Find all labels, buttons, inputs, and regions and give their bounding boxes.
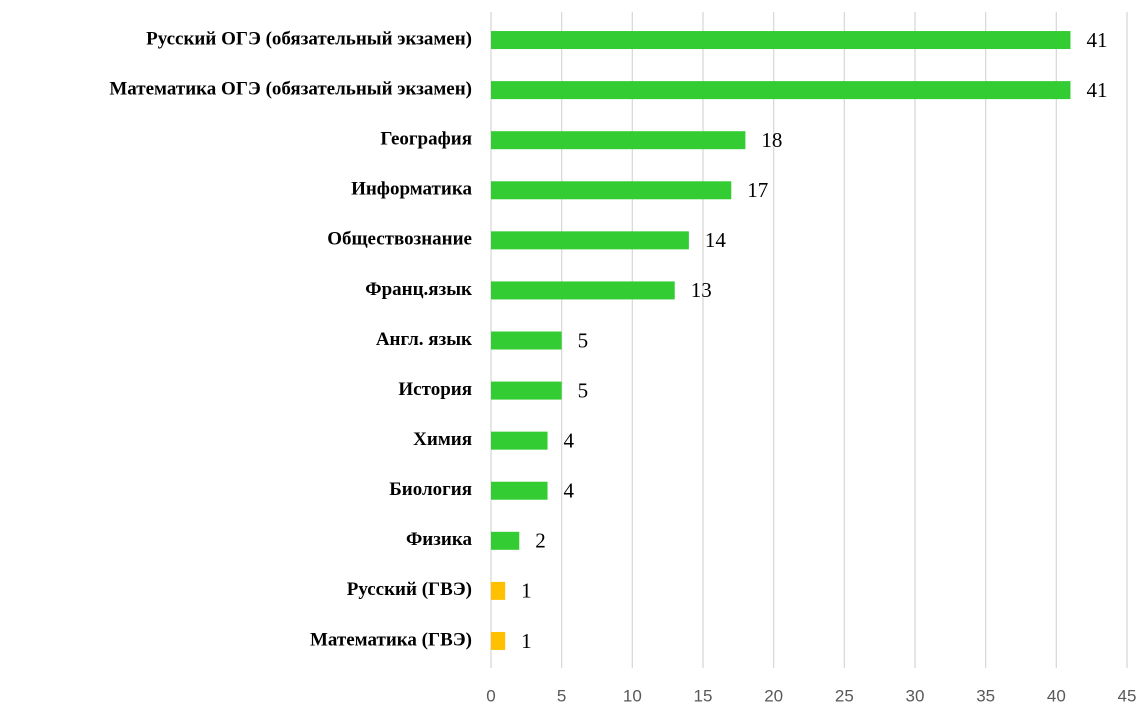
y-tick-label: География <box>380 129 472 150</box>
x-tick-label: 5 <box>557 686 566 705</box>
bar <box>491 531 520 550</box>
bar <box>491 281 675 300</box>
bar <box>491 631 506 650</box>
x-tick-label: 20 <box>764 686 783 705</box>
y-tick-label: Русский ОГЭ (обязательный экзамен) <box>146 28 472 49</box>
y-tick-label: Физика <box>406 529 473 550</box>
y-tick-label: Математика (ГВЭ) <box>310 629 472 650</box>
bar <box>491 381 562 400</box>
bar <box>491 431 548 450</box>
y-tick-label: Русский (ГВЭ) <box>347 579 472 600</box>
x-tick-label: 40 <box>1047 686 1066 705</box>
x-tick-label: 45 <box>1118 686 1137 705</box>
bar <box>491 331 562 350</box>
value-label: 5 <box>578 328 589 352</box>
value-label: 4 <box>564 479 575 503</box>
y-tick-label: Англ. язык <box>376 329 472 350</box>
x-tick-label: 10 <box>623 686 642 705</box>
value-label: 41 <box>1086 78 1107 102</box>
y-tick-label: Обществознание <box>327 229 472 250</box>
value-label: 17 <box>747 178 768 202</box>
bar <box>491 181 732 200</box>
value-label: 14 <box>705 228 727 252</box>
y-tick-label: Химия <box>413 429 472 450</box>
bar <box>491 581 506 600</box>
bar <box>491 31 1071 50</box>
value-label: 18 <box>761 128 782 152</box>
y-tick-label: Франц.язык <box>365 279 472 300</box>
bar <box>491 131 746 150</box>
value-label: 1 <box>521 629 532 653</box>
value-label: 1 <box>521 579 532 603</box>
bar <box>491 481 548 500</box>
value-label: 41 <box>1086 28 1107 52</box>
x-tick-label: 15 <box>694 686 713 705</box>
value-label: 5 <box>578 378 589 402</box>
y-tick-label: Биология <box>389 479 472 500</box>
y-tick-label: Информатика <box>351 179 472 200</box>
x-tick-label: 0 <box>486 686 495 705</box>
x-tick-label: 30 <box>906 686 925 705</box>
value-label: 13 <box>691 278 712 302</box>
x-tick-label: 25 <box>835 686 854 705</box>
bar <box>491 81 1071 100</box>
value-label: 2 <box>535 529 546 553</box>
value-label: 4 <box>564 428 575 452</box>
bar <box>491 231 689 250</box>
x-tick-label: 35 <box>976 686 995 705</box>
y-tick-label: Математика ОГЭ (обязательный экзамен) <box>109 78 472 99</box>
y-tick-label: История <box>398 379 472 400</box>
